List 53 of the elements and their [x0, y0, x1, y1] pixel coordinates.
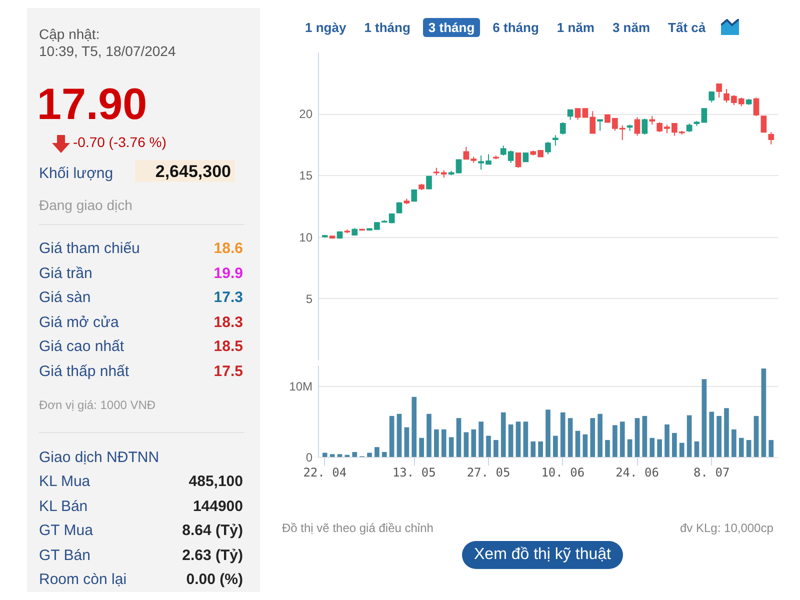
y-tick-label: 15 [299, 168, 313, 183]
text: Giá cao nhất [39, 338, 124, 355]
text: 6 tháng [492, 19, 540, 37]
text: Đơn vị giá: 1000 VNĐ [39, 398, 156, 412]
x-tick-label: 10. 06 [541, 466, 585, 480]
text: 0.00 (%) [186, 571, 243, 588]
y-tick-label: 20 [299, 107, 313, 122]
x-tick-label: 13. 05 [392, 466, 436, 480]
text: 19.9 [214, 264, 243, 282]
text: 18.3 [214, 314, 243, 330]
text: 17.90 [37, 80, 148, 130]
x-tick-label: 22. 04 [303, 466, 347, 480]
text: Giá sàn [39, 289, 91, 306]
text: 485,100 [188, 473, 243, 490]
text: Giá mở cửa [39, 314, 119, 330]
text: Đồ thị vẽ theo giá điều chỉnh [282, 521, 434, 535]
text: Room còn lại [39, 571, 127, 588]
text: Cập nhật: [39, 26, 100, 42]
text: Đang giao dịch [39, 197, 132, 213]
text: Giá tham chiếu [39, 240, 140, 257]
y-tick-label: 10M [289, 380, 313, 394]
text: 1 tháng [363, 19, 412, 37]
y-tick-label: 0 [306, 450, 313, 464]
x-tick-label: 24. 06 [616, 466, 659, 480]
text: Khối lượng [39, 165, 114, 182]
text: GT Bán [39, 546, 90, 564]
text: KL Bán [39, 498, 88, 514]
text: Giá thấp nhất [39, 362, 130, 380]
text: -0.70 (-3.76 %) [73, 134, 166, 150]
y-tick-label: 10 [299, 230, 313, 244]
text: 2.63 (Tỷ) [182, 546, 243, 564]
text: 3 tháng [423, 18, 480, 37]
x-tick-label: 27. 05 [466, 466, 510, 480]
text: 17.3 [214, 289, 243, 306]
text: KL Mua [39, 473, 90, 490]
text: 2,645,300 [154, 162, 231, 182]
text: 8.64 (Tỷ) [182, 522, 243, 539]
text: 144900 [192, 498, 243, 514]
text: 1 năm [556, 19, 596, 37]
text: Xem đồ thị kỹ thuật [462, 541, 623, 569]
text: 3 năm [611, 19, 652, 37]
text: 18.5 [214, 338, 243, 355]
y-tick-label: 5 [306, 292, 313, 306]
text: Tất cả [667, 19, 707, 37]
text: Giao dịch NĐTNN [39, 449, 160, 466]
x-tick-label: 8. 07 [694, 466, 730, 480]
text: 18.6 [214, 240, 243, 257]
text: 1 ngày [304, 19, 348, 37]
text: 17.5 [214, 362, 243, 380]
text: Giá trần [39, 264, 92, 282]
text: GT Mua [39, 522, 93, 539]
text: đv KLg: 10,000cp [680, 521, 774, 535]
text: 10:39, T5, 18/07/2024 [39, 43, 176, 59]
